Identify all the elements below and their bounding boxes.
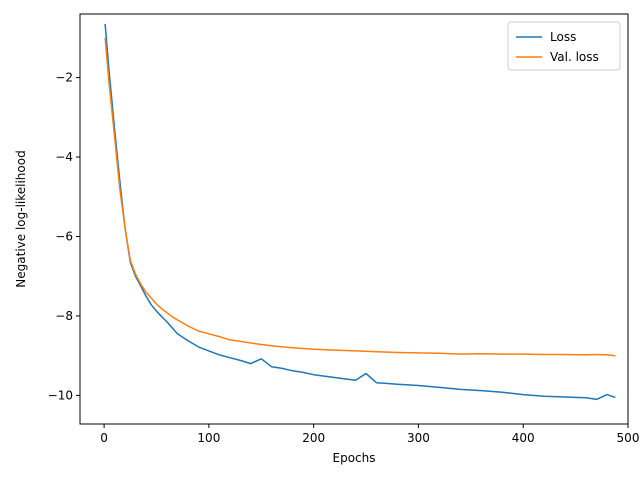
y-tick-label: −2: [55, 71, 73, 85]
x-axis: 0 100 200 300 400 500: [100, 424, 639, 445]
y-tick-label: −10: [48, 388, 73, 402]
legend-label: Val. loss: [550, 50, 599, 64]
x-tick-label: 0: [100, 431, 108, 445]
x-tick-label: 400: [512, 431, 535, 445]
y-tick-label: −6: [55, 229, 73, 243]
legend: Loss Val. loss: [507, 21, 621, 71]
legend-label: Loss: [550, 30, 576, 44]
axes-frame: [79, 13, 629, 425]
x-tick-label: 300: [407, 431, 430, 445]
x-tick-label: 100: [197, 431, 220, 445]
y-tick-label: −8: [55, 309, 73, 323]
y-axis: −10 −8 −6 −4 −2: [48, 71, 80, 402]
y-axis-label: Negative log-likelihood: [14, 150, 28, 287]
series-layer: [104, 23, 616, 401]
legend-box: [507, 21, 621, 71]
series-line-1: [104, 23, 616, 401]
y-tick-label: −4: [55, 150, 73, 164]
series-line-2: [104, 37, 616, 357]
x-axis-label: Epochs: [333, 451, 376, 465]
x-tick-label: 200: [302, 431, 325, 445]
x-tick-label: 500: [617, 431, 640, 445]
